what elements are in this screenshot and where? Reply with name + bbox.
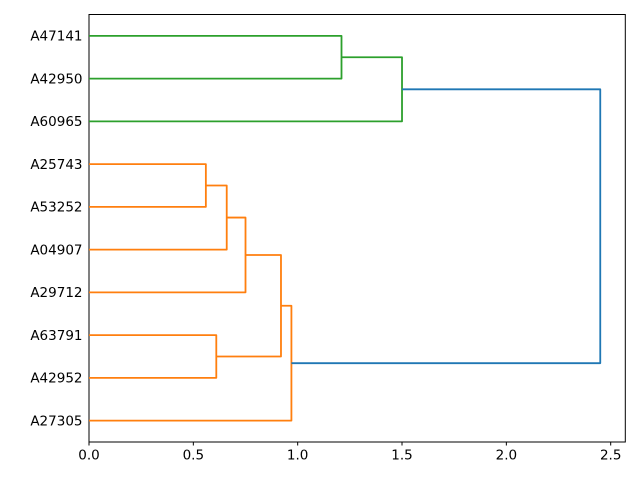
dendrogram-link-orange <box>89 216 247 294</box>
leaf-label: A47141 <box>30 29 82 45</box>
dendrogram-link-green <box>89 56 403 123</box>
leaf-label: A42952 <box>30 371 82 387</box>
leaf-label: A27305 <box>30 413 82 429</box>
x-tick-label: 2.5 <box>600 448 621 464</box>
dendrogram-link-orange <box>89 163 207 208</box>
x-tick-label: 0.5 <box>183 448 204 464</box>
leaf-label: A60965 <box>30 114 82 130</box>
leaf-label: A29712 <box>30 285 82 301</box>
dendrogram-link-orange <box>89 304 293 422</box>
leaf-label: A42950 <box>30 71 82 87</box>
leaf-label: A53252 <box>30 200 82 216</box>
axes-frame <box>88 14 626 443</box>
x-tick-label: 2.0 <box>496 448 517 464</box>
x-tick-label: 1.5 <box>391 448 412 464</box>
x-tick-label: 0.0 <box>78 448 99 464</box>
dendrogram-link-orange <box>89 334 218 379</box>
dendrogram-link-green <box>89 34 343 80</box>
leaf-label: A63791 <box>30 328 82 344</box>
leaf-label: A25743 <box>30 157 82 173</box>
dendrogram-link-orange <box>216 254 282 358</box>
leaf-label: A04907 <box>30 242 82 258</box>
dendrogram-link-blue <box>291 88 602 365</box>
x-tick-label: 1.0 <box>287 448 308 464</box>
